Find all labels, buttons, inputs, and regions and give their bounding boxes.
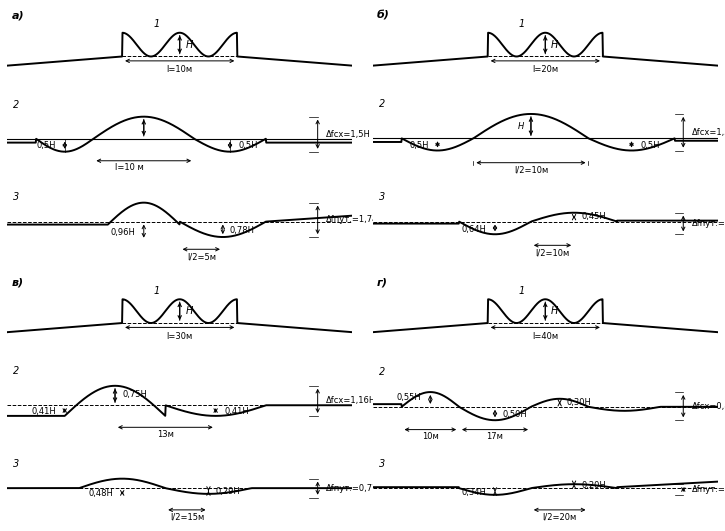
Text: 0,29H: 0,29H [215,487,241,496]
Text: 0,50H: 0,50H [502,410,527,418]
Text: l/2=10м: l/2=10м [535,249,570,258]
Text: 10м: 10м [422,432,439,441]
Text: 0,78H: 0,78H [230,226,255,235]
Text: l=20м: l=20м [532,65,558,74]
Text: 0,41H: 0,41H [224,407,249,416]
Text: Δfпут.=0,54H: Δfпут.=0,54H [692,485,725,494]
Text: 0,45H: 0,45H [581,212,606,221]
Text: 0,34H: 0,34H [462,487,486,496]
Text: 2: 2 [378,99,385,109]
Text: l=30м: l=30м [167,332,193,341]
Text: 1: 1 [153,19,160,29]
Text: 1: 1 [153,286,160,296]
Text: 0,64H: 0,64H [462,225,486,234]
Text: 1: 1 [519,286,525,296]
Text: l=10м: l=10м [167,65,193,74]
Text: Δfсх=1,16H: Δfсх=1,16H [326,396,376,405]
Text: 0,5H: 0,5H [410,141,429,150]
Text: 0,96H: 0,96H [110,228,135,237]
Text: 2: 2 [13,366,20,376]
Text: б): б) [377,11,390,21]
Text: 0,30H: 0,30H [567,398,592,407]
Text: H: H [551,306,558,316]
Text: H: H [551,40,558,49]
Text: 0,48H: 0,48H [88,489,114,498]
Text: Δfсх=1,5H: Δfсх=1,5H [692,128,725,136]
Text: Δfпут.=1,74H: Δfпут.=1,74H [326,216,385,224]
Text: l=40м: l=40м [532,332,558,341]
Text: 13м: 13м [157,430,174,439]
Text: 3: 3 [378,192,385,202]
Text: l/2=15м: l/2=15м [170,513,204,522]
Text: l=10 м: l=10 м [115,164,144,173]
Text: Δfсх=0,80H: Δfсх=0,80H [692,401,725,410]
Text: 0,5H: 0,5H [36,141,56,150]
Text: 0,75H: 0,75H [123,390,147,399]
Text: 3: 3 [378,458,385,468]
Text: Δfпут.=0,77H: Δfпут.=0,77H [326,484,385,493]
Text: Δfсх=1,5H: Δfсх=1,5H [326,130,371,139]
Text: 0,41H: 0,41H [31,407,56,416]
Text: 0,5H: 0,5H [640,141,660,150]
Text: 0,20H: 0,20H [581,481,606,490]
Text: в): в) [12,277,24,287]
Text: l/2=10м: l/2=10м [514,165,548,174]
Text: l/2=5м: l/2=5м [187,252,216,261]
Text: H: H [186,40,193,49]
Text: l/2=20м: l/2=20м [542,513,577,522]
Text: 2: 2 [13,100,20,110]
Text: г): г) [377,277,388,287]
Text: 3: 3 [13,192,20,202]
Text: Δfпут.=1,09H: Δfпут.=1,09H [692,219,725,228]
Text: H: H [186,306,193,316]
Text: 2: 2 [378,366,385,376]
Text: H: H [518,122,523,131]
Text: 1: 1 [519,19,525,29]
Text: 0,55H: 0,55H [397,393,422,402]
Text: 3: 3 [13,458,20,468]
Text: 0,5H: 0,5H [239,141,258,150]
Text: 17м: 17м [486,432,503,441]
Text: а): а) [12,11,24,21]
